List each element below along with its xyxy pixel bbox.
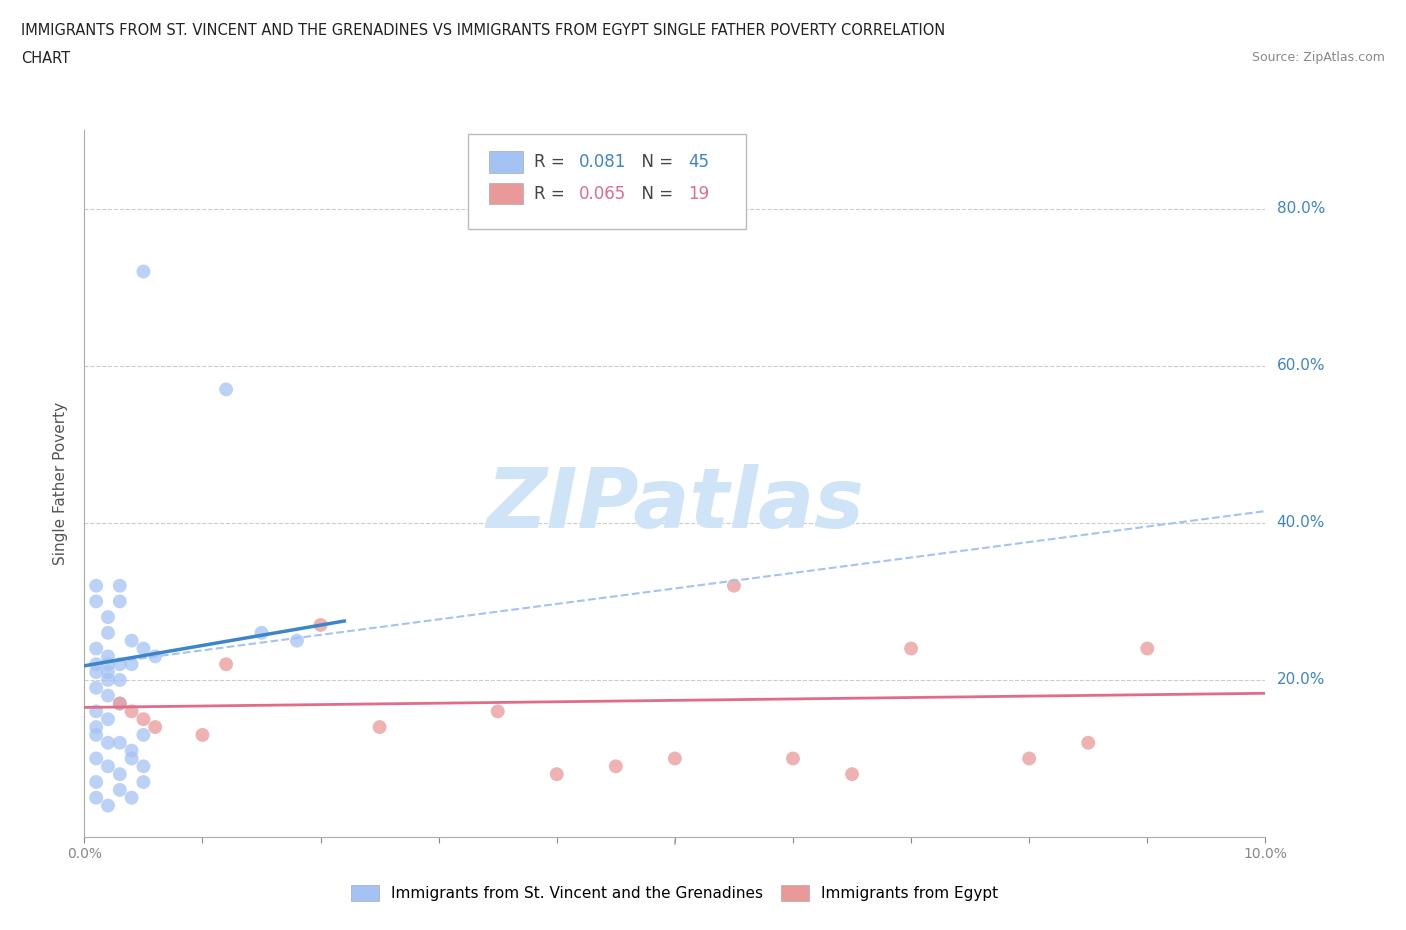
Point [97, 688, 120, 703]
Point [97, 665, 120, 680]
Text: N =: N = [631, 185, 679, 203]
Point [250, 625, 273, 640]
Point [108, 782, 131, 797]
Point [132, 727, 155, 742]
Point [84, 681, 107, 696]
FancyBboxPatch shape [468, 134, 745, 229]
Point [121, 751, 143, 766]
Point [97, 672, 120, 687]
Point [97, 736, 120, 751]
Point [132, 264, 155, 279]
Point [97, 759, 120, 774]
Point [84, 641, 107, 656]
Point [605, 759, 627, 774]
Point [84, 665, 107, 680]
Point [285, 633, 308, 648]
Point [108, 766, 131, 781]
Point [97, 798, 120, 813]
Point [132, 775, 155, 790]
Point [215, 382, 238, 397]
Point [1136, 641, 1159, 656]
Point [108, 736, 131, 751]
Text: N =: N = [631, 153, 679, 171]
Point [84, 594, 107, 609]
Point [132, 759, 155, 774]
Text: 19: 19 [688, 185, 709, 203]
Text: 60.0%: 60.0% [1277, 358, 1324, 373]
Text: 80.0%: 80.0% [1277, 201, 1324, 217]
Legend: Immigrants from St. Vincent and the Grenadines, Immigrants from Egypt: Immigrants from St. Vincent and the Gren… [346, 879, 1004, 907]
Text: Source: ZipAtlas.com: Source: ZipAtlas.com [1251, 51, 1385, 64]
Point [97, 610, 120, 625]
Point [132, 711, 155, 726]
Text: 20.0%: 20.0% [1277, 672, 1324, 687]
Text: 0.081: 0.081 [579, 153, 627, 171]
Text: 0.065: 0.065 [579, 185, 627, 203]
Text: R =: R = [534, 185, 571, 203]
Point [84, 720, 107, 735]
FancyBboxPatch shape [489, 183, 523, 205]
Point [84, 775, 107, 790]
Point [121, 657, 143, 671]
Point [108, 657, 131, 671]
Point [108, 696, 131, 711]
Point [1018, 751, 1040, 766]
Point [546, 766, 568, 781]
Point [215, 657, 238, 671]
Y-axis label: Single Father Poverty: Single Father Poverty [53, 402, 69, 565]
Text: 45: 45 [688, 153, 709, 171]
Point [84, 578, 107, 593]
Point [841, 766, 863, 781]
Point [900, 641, 922, 656]
Point [97, 649, 120, 664]
Point [121, 743, 143, 758]
Point [97, 711, 120, 726]
Point [108, 696, 131, 711]
Point [486, 704, 509, 719]
Point [108, 578, 131, 593]
Point [121, 633, 143, 648]
Point [782, 751, 804, 766]
Point [191, 727, 214, 742]
Point [143, 649, 166, 664]
Point [97, 625, 120, 640]
Text: CHART: CHART [21, 51, 70, 66]
Point [84, 727, 107, 742]
Point [309, 618, 332, 632]
Point [84, 704, 107, 719]
Point [108, 594, 131, 609]
Point [108, 672, 131, 687]
Point [97, 657, 120, 671]
Point [132, 641, 155, 656]
FancyBboxPatch shape [489, 152, 523, 173]
Point [723, 578, 745, 593]
Text: 40.0%: 40.0% [1277, 515, 1324, 530]
Point [664, 751, 686, 766]
Point [84, 751, 107, 766]
Point [1077, 736, 1099, 751]
Text: R =: R = [534, 153, 571, 171]
Point [84, 657, 107, 671]
Point [84, 790, 107, 805]
Point [121, 704, 143, 719]
Text: IMMIGRANTS FROM ST. VINCENT AND THE GRENADINES VS IMMIGRANTS FROM EGYPT SINGLE F: IMMIGRANTS FROM ST. VINCENT AND THE GREN… [21, 23, 945, 38]
Point [368, 720, 391, 735]
Text: ZIPatlas: ZIPatlas [486, 464, 863, 545]
Point [121, 790, 143, 805]
Point [143, 720, 166, 735]
